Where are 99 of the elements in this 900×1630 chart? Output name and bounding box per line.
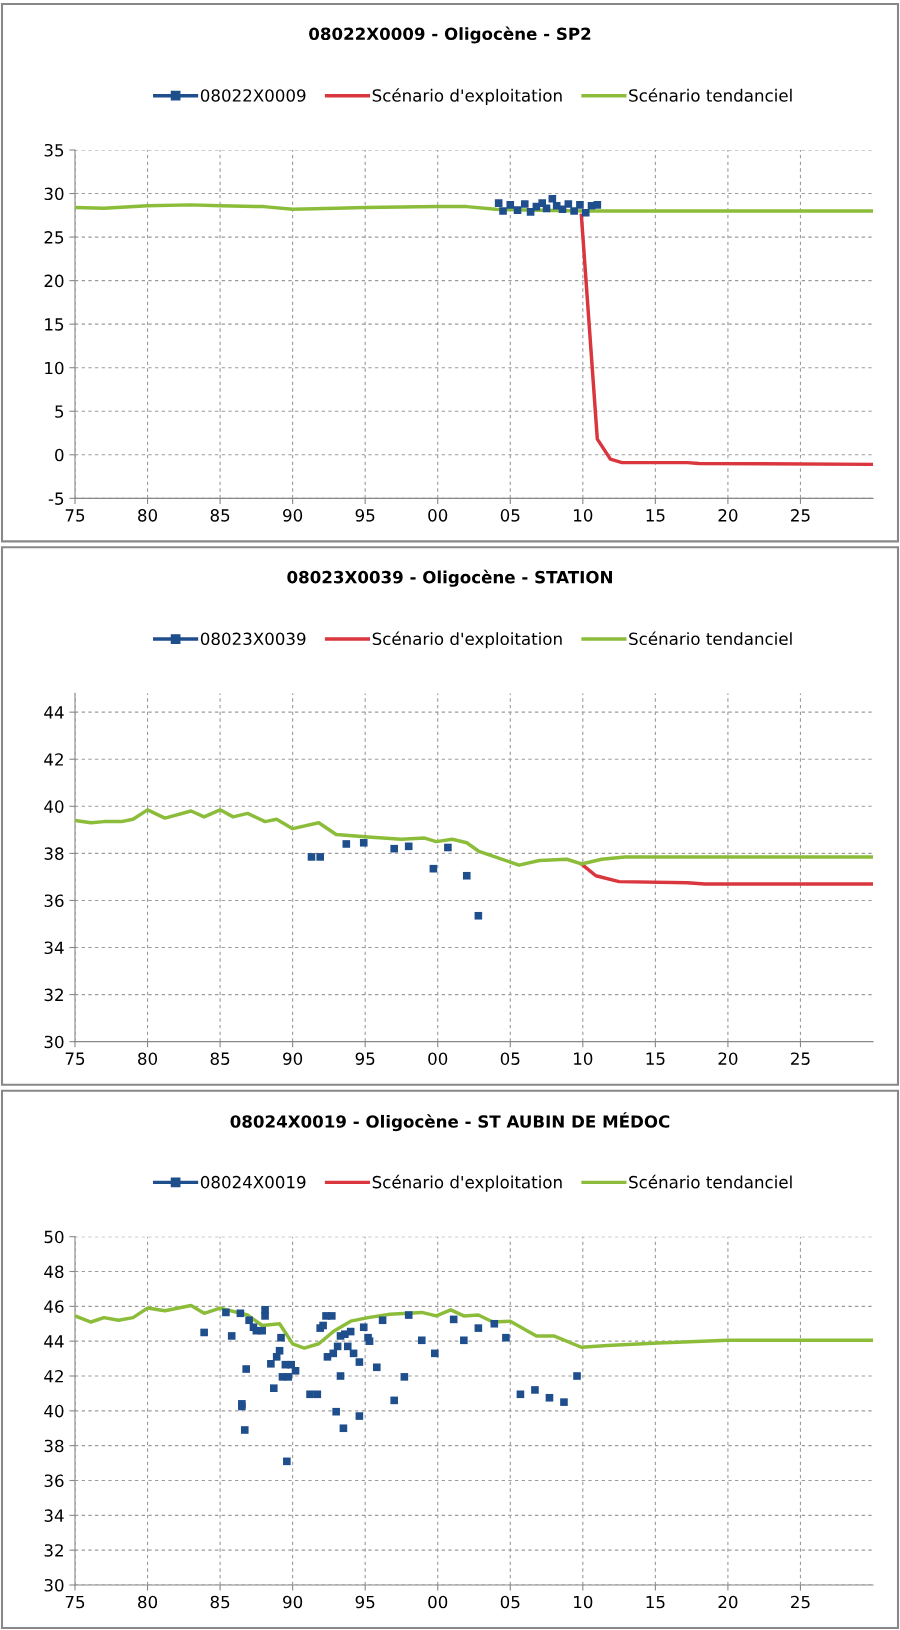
y-tick-label: 0 [55, 448, 64, 462]
y-tick-label: 25 [44, 231, 64, 244]
y-tick-label: 32 [44, 1544, 63, 1557]
x-tick-label: 15 [646, 1052, 665, 1065]
point [538, 199, 546, 207]
y-tick-label: 34 [44, 941, 64, 955]
x-tick-label: 75 [65, 509, 85, 522]
y-tick-label: 42 [44, 1369, 63, 1383]
legend-label: Scénario d'exploitation [372, 631, 562, 649]
point [526, 208, 535, 216]
x-tick-label: 85 [210, 1595, 230, 1609]
x-tick-label: 10 [574, 1595, 593, 1609]
line-series [75, 808, 873, 867]
point [390, 844, 398, 853]
x-tick-label: 20 [718, 1595, 738, 1609]
legend-label: 08022X0009 [200, 89, 306, 102]
x-tick-label: 05 [500, 1052, 520, 1065]
point [316, 853, 325, 861]
y-tick-label: 44 [44, 1335, 64, 1348]
x-tick-label: 95 [355, 1595, 375, 1609]
legend-label: Scénario tendanciel [629, 631, 792, 646]
x-tick-label: 20 [718, 509, 738, 522]
x-tick-label: 10 [574, 509, 593, 522]
point [342, 840, 351, 848]
y-tick-label: 46 [44, 1300, 64, 1313]
point [307, 853, 316, 861]
y-tick-label: 40 [44, 1404, 64, 1418]
x-tick-label: 10 [574, 1052, 593, 1065]
chart-title: 08023X0039 - Oligocène - STATION [287, 569, 612, 587]
y-tick-label: 30 [44, 1578, 64, 1592]
point [494, 199, 503, 207]
x-tick-label: 85 [210, 1052, 230, 1065]
x-tick-label: 75 [65, 1052, 85, 1065]
line-series [75, 1303, 873, 1350]
x-tick-label: 80 [138, 509, 158, 522]
y-tick-label: 42 [44, 753, 63, 766]
line-series [579, 862, 873, 886]
y-tick-label: 48 [44, 1265, 64, 1279]
point [581, 208, 590, 217]
legend-label: Scénario tendanciel [629, 88, 792, 102]
y-tick-label: 30 [44, 1035, 64, 1049]
y-tick-label: 38 [44, 847, 64, 860]
x-tick-label: 15 [646, 1595, 665, 1609]
point [564, 200, 573, 208]
y-tick-label: -5 [48, 492, 64, 505]
x-tick-label: 80 [138, 1052, 158, 1065]
point [359, 838, 368, 847]
x-tick-label: 90 [283, 1595, 303, 1609]
x-tick-label: 05 [500, 509, 520, 522]
y-tick-label: 15 [45, 318, 64, 331]
x-tick-label: 95 [355, 1052, 375, 1065]
y-tick-label: 32 [44, 988, 63, 1002]
y-tick-label: 44 [44, 706, 64, 719]
point [520, 200, 529, 208]
y-tick-label: 36 [44, 1474, 64, 1488]
x-tick-label: 25 [791, 1052, 810, 1065]
x-tick-label: 00 [428, 509, 448, 522]
y-tick-label: 20 [44, 274, 64, 288]
chart-title: 08024X0019 - Oligocène - ST AUBIN DE MÉDOC [230, 1112, 670, 1132]
point [474, 911, 483, 920]
x-tick-label: 00 [428, 1595, 448, 1609]
x-tick-label: 90 [283, 509, 303, 522]
y-tick-label: 35 [44, 143, 64, 157]
legend-label: Scénario d'exploitation [372, 1174, 562, 1192]
x-tick-label: 90 [283, 1052, 303, 1065]
point [444, 843, 452, 852]
x-tick-label: 00 [428, 1052, 448, 1065]
legend-label: 08023X0039 [200, 632, 306, 646]
y-tick-label: 50 [44, 1230, 64, 1244]
point [570, 207, 578, 215]
x-tick-label: 05 [500, 1595, 520, 1609]
legend-label: Scénario d'exploitation [372, 88, 562, 105]
point [558, 205, 567, 214]
chart-title: 08022X0009 - Oligocène - SP2 [309, 26, 591, 44]
x-tick-label: 75 [65, 1595, 85, 1609]
x-tick-label: 95 [355, 509, 375, 522]
y-tick-label: 10 [45, 361, 64, 375]
legend-label: 08024X0019 [200, 1175, 306, 1189]
y-tick-label: 34 [44, 1509, 64, 1522]
legend-label: Scénario tendanciel [629, 1174, 792, 1189]
y-tick-label: 36 [44, 894, 64, 908]
point [513, 206, 522, 214]
point [506, 201, 515, 209]
point [548, 194, 557, 203]
x-tick-label: 80 [138, 1595, 158, 1609]
y-tick-label: 40 [44, 800, 64, 813]
y-tick-label: 5 [55, 405, 64, 418]
point [404, 842, 413, 851]
y-tick-label: 38 [44, 1439, 64, 1453]
x-tick-label: 85 [210, 509, 230, 522]
point [593, 201, 602, 209]
point [576, 201, 584, 209]
x-tick-label: 15 [646, 509, 665, 522]
x-tick-label: 20 [718, 1052, 738, 1065]
point [499, 207, 507, 215]
point [462, 871, 471, 880]
x-tick-label: 25 [791, 1595, 810, 1609]
x-tick-label: 25 [791, 509, 810, 522]
y-tick-label: 30 [44, 187, 64, 201]
